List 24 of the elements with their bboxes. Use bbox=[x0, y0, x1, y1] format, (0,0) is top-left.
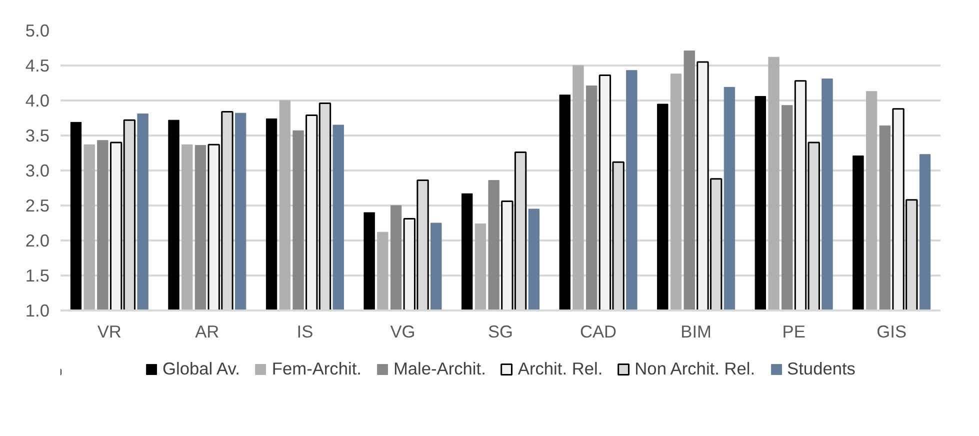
y-tick-label: 2.0 bbox=[25, 230, 50, 250]
y-tick-label: 3.0 bbox=[25, 160, 50, 180]
x-tick-label: IS bbox=[296, 322, 314, 342]
y-tick-label: 4.5 bbox=[25, 56, 50, 76]
x-tick-label: VR bbox=[97, 322, 122, 342]
x-tick-label: BIM bbox=[680, 322, 712, 342]
legend-label: Non Archit. Rel. bbox=[634, 358, 756, 380]
x-tick-label: CAD bbox=[580, 322, 617, 342]
legend-label: Archit. Rel. bbox=[518, 358, 603, 380]
x-tick-label: VG bbox=[390, 322, 416, 342]
legend-label: Global Av. bbox=[162, 358, 240, 380]
x-tick-label: SG bbox=[488, 322, 514, 342]
legend-label: Students bbox=[787, 358, 856, 380]
x-tick-label: AR bbox=[195, 322, 220, 342]
y-tick-label: 4.0 bbox=[25, 90, 50, 110]
x-tick-label: GIS bbox=[876, 322, 907, 342]
y-tick-label: 5.0 bbox=[25, 20, 50, 40]
y-tick-label: 1.5 bbox=[25, 266, 50, 286]
legend-label: Fem-Archit. bbox=[272, 358, 362, 380]
y-tick-label: 1.0 bbox=[25, 300, 50, 320]
x-tick-label: PE bbox=[782, 322, 806, 342]
y-tick-label: 3.5 bbox=[25, 126, 50, 146]
legend-label: Male-Archit. bbox=[393, 358, 486, 380]
y-tick-label: 2.5 bbox=[25, 196, 50, 216]
